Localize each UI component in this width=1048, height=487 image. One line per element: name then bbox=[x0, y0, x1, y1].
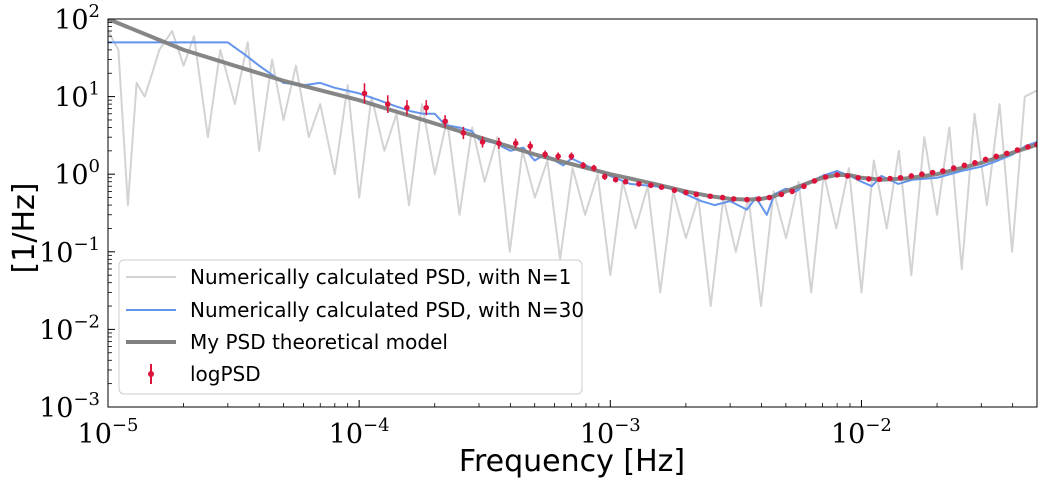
y-axis-label: [1/Hz] bbox=[7, 183, 42, 274]
logpsd-point bbox=[693, 191, 700, 198]
logpsd-point bbox=[423, 104, 430, 111]
tick-marks bbox=[107, 18, 1038, 408]
logpsd-point bbox=[755, 196, 762, 202]
logpsd-point bbox=[683, 189, 689, 196]
x-tick-label: 10−5 bbox=[78, 415, 139, 450]
logpsd-point bbox=[940, 168, 946, 174]
logpsd-point bbox=[612, 176, 619, 183]
logpsd-point bbox=[542, 151, 548, 158]
x-axis-label: Frequency [Hz] bbox=[459, 444, 685, 479]
logpsd-point bbox=[778, 191, 785, 198]
logpsd-point bbox=[707, 193, 714, 200]
logpsd-point bbox=[580, 162, 587, 169]
logpsd-point bbox=[876, 176, 883, 183]
logpsd-point bbox=[460, 130, 467, 136]
legend: Numerically calculated PSD, with N=1 Num… bbox=[118, 259, 584, 395]
x-tick-label: 10−4 bbox=[329, 415, 390, 450]
logpsd-point bbox=[908, 173, 915, 179]
logpsd-point bbox=[929, 169, 936, 176]
logpsd-point bbox=[801, 183, 807, 190]
logpsd-point bbox=[1034, 141, 1037, 148]
logpsd-point bbox=[744, 196, 750, 203]
logpsd-point bbox=[555, 153, 561, 160]
series-line-n1 bbox=[108, 30, 1037, 307]
plot-frame bbox=[107, 18, 1038, 408]
logpsd-point bbox=[866, 176, 872, 182]
y-tick-label: 10−1 bbox=[39, 234, 100, 269]
y-tick-label: 101 bbox=[54, 79, 100, 114]
logpsd-point bbox=[404, 104, 410, 111]
logpsd-point bbox=[591, 165, 597, 171]
logpsd-point bbox=[512, 140, 519, 147]
legend-label-n1: Numerically calculated PSD, with N=1 bbox=[190, 265, 571, 289]
logpsd-point bbox=[568, 153, 575, 160]
logpsd-point bbox=[834, 172, 840, 178]
logpsd-point bbox=[972, 160, 978, 166]
logpsd-point bbox=[601, 173, 608, 180]
logpsd-point bbox=[496, 140, 502, 147]
y-tick-label: 10−2 bbox=[39, 311, 100, 346]
y-tick-label: 102 bbox=[54, 1, 100, 36]
x-tick-label: 10−2 bbox=[831, 415, 892, 450]
logpsd-point bbox=[789, 188, 796, 195]
y-tick-label: 100 bbox=[54, 156, 100, 191]
series-line-model bbox=[108, 19, 1037, 202]
logpsd-point bbox=[479, 139, 486, 145]
logpsd-point bbox=[361, 90, 368, 97]
y-tick-labels: 102 101 100 10−1 10−2 10−3 bbox=[39, 1, 100, 424]
legend-label-model: My PSD theoretical model bbox=[190, 330, 448, 354]
logpsd-point bbox=[822, 174, 829, 180]
logpsd-point bbox=[622, 178, 629, 185]
logpsd-point bbox=[671, 187, 678, 194]
logpsd-point bbox=[1003, 150, 1010, 157]
logpsd-point bbox=[636, 181, 642, 187]
logpsd-point bbox=[730, 196, 737, 202]
logpsd-point bbox=[950, 165, 957, 171]
logpsd-point bbox=[919, 171, 925, 177]
logpsd-point bbox=[1014, 147, 1021, 153]
logpsd-point bbox=[658, 184, 665, 190]
logpsd-point bbox=[855, 174, 861, 181]
logpsd-point bbox=[766, 194, 773, 201]
logpsd-point bbox=[719, 194, 726, 201]
x-tick-label: 10−3 bbox=[580, 415, 641, 450]
logpsd-point bbox=[982, 156, 989, 163]
legend-label-n30: Numerically calculated PSD, with N=30 bbox=[190, 298, 584, 322]
logpsd-point bbox=[527, 143, 534, 149]
legend-label-logpsd: logPSD bbox=[190, 362, 261, 386]
y-tick-label: 10−3 bbox=[39, 389, 100, 424]
logpsd-point bbox=[961, 162, 968, 169]
x-tick-labels: 10−5 10−4 10−3 10−2 bbox=[78, 415, 892, 450]
logpsd-point bbox=[648, 182, 654, 189]
logpsd-point bbox=[384, 101, 391, 107]
logpsd-point bbox=[897, 174, 904, 181]
legend-swatch-logpsd-marker bbox=[148, 371, 154, 377]
logpsd-point bbox=[1025, 144, 1031, 150]
logpsd-point bbox=[442, 118, 448, 125]
plot-area bbox=[108, 19, 1037, 307]
logpsd-point bbox=[887, 175, 893, 182]
legend-box bbox=[118, 259, 583, 395]
logpsd-point bbox=[811, 178, 818, 184]
logpsd-point bbox=[993, 153, 1000, 160]
logpsd-point bbox=[844, 173, 851, 179]
